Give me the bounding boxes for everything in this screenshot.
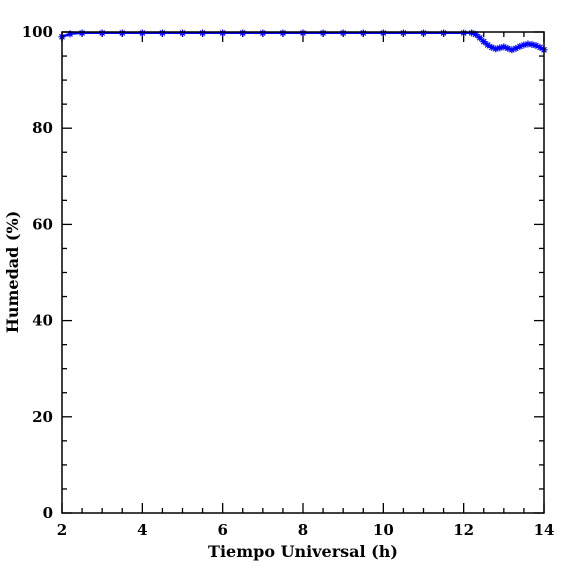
data-point-marker [78, 29, 86, 37]
y-tick-label: 100 [22, 23, 53, 41]
data-point-marker [480, 38, 488, 46]
data-point-marker [508, 46, 516, 54]
x-tick-label: 10 [373, 521, 394, 539]
data-point-marker [118, 29, 126, 37]
x-tick-label: 4 [137, 521, 147, 539]
data-point-marker [536, 43, 544, 51]
x-tick-label: 14 [534, 521, 555, 539]
data-point-marker [524, 40, 532, 48]
x-tick-label: 8 [298, 521, 308, 539]
x-tick-label: 12 [453, 521, 474, 539]
data-point-marker [299, 29, 307, 37]
data-point-marker [259, 29, 267, 37]
data-point-marker [66, 30, 74, 38]
data-point-marker [279, 29, 287, 37]
data-point-marker [532, 41, 540, 49]
data-point-marker [528, 41, 536, 49]
data-point-marker [158, 29, 166, 37]
data-point-marker [520, 41, 528, 49]
data-point-marker [199, 29, 207, 37]
data-point-marker [239, 29, 247, 37]
data-point-marker [472, 30, 480, 38]
data-point-marker [500, 43, 508, 51]
data-point-marker [476, 34, 484, 42]
data-point-marker [339, 29, 347, 37]
data-point-marker [468, 29, 476, 37]
data-point-marker [488, 43, 496, 51]
data-point-marker [98, 29, 106, 37]
data-point-marker [484, 41, 492, 49]
plot-frame [61, 31, 545, 514]
data-point-marker [359, 29, 367, 37]
y-tick-label: 20 [32, 408, 53, 426]
data-point-marker [440, 29, 448, 37]
data-point-marker [399, 29, 407, 37]
data-point-marker [512, 44, 520, 52]
y-axis-title: Humedad (%) [3, 211, 22, 334]
data-point-marker [496, 44, 504, 52]
data-point-marker [516, 42, 524, 50]
data-point-marker [219, 29, 227, 37]
y-tick-label: 60 [32, 215, 53, 233]
data-point-marker [379, 29, 387, 37]
data-point-marker [504, 44, 512, 52]
data-point-marker [420, 29, 427, 37]
y-tick-label: 0 [43, 504, 53, 522]
data-point-marker [492, 45, 500, 53]
x-tick-label: 2 [57, 521, 67, 539]
x-axis-title: Tiempo Universal (h) [208, 542, 398, 561]
data-point-marker [319, 29, 327, 37]
data-point-marker [138, 29, 146, 37]
data-point-marker [460, 29, 468, 37]
series-layer [58, 29, 548, 54]
x-tick-label: 6 [217, 521, 227, 539]
y-tick-label: 40 [32, 312, 53, 330]
tick-labels-layer: 2 4 6 8 10 12 14 0 20 40 60 80 100 [22, 23, 555, 539]
data-point-marker [179, 29, 186, 37]
y-tick-label: 80 [32, 119, 53, 137]
